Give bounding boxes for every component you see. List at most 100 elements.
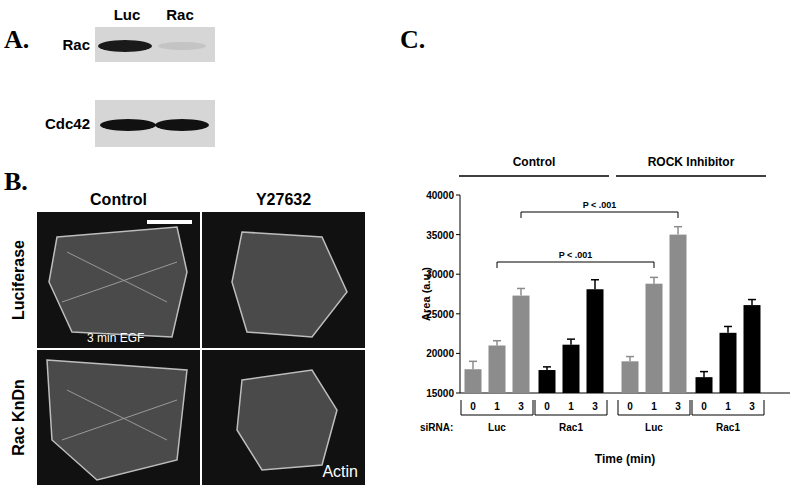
group-title: siRNA: [420, 422, 453, 433]
cell [232, 232, 347, 337]
significance-bracket [521, 212, 678, 218]
group-bracket [461, 400, 533, 415]
error-stem [520, 288, 522, 295]
bar [539, 370, 556, 393]
x-tick-label: 3 [518, 401, 524, 412]
y-tick [456, 274, 460, 275]
error-bar [650, 277, 658, 283]
cell [237, 370, 337, 470]
cell [49, 227, 187, 337]
error-bar [591, 280, 599, 290]
y-axis [460, 195, 461, 393]
lane-label: Luc [114, 6, 141, 23]
panel-label: B. [4, 167, 28, 196]
group-bracket [618, 400, 690, 415]
micrograph [37, 350, 200, 485]
group-label: Rac1 [559, 422, 583, 433]
error-cap [543, 366, 551, 368]
bar [744, 305, 761, 393]
x-tick-label: 1 [568, 401, 574, 412]
y-tick [456, 313, 460, 314]
x-axis-title: Time (min) [595, 452, 655, 466]
x-tick-label: 0 [627, 401, 633, 412]
row-label: Luciferase [10, 240, 27, 320]
error-bar [724, 326, 732, 332]
y-tick-label: 35000 [426, 230, 454, 241]
scale-bar [147, 220, 192, 224]
stress-fiber [67, 252, 167, 302]
x-tick-label: 3 [749, 401, 755, 412]
blot-band [100, 119, 156, 131]
error-cap [700, 371, 708, 373]
bar [696, 377, 713, 393]
error-bar [700, 372, 708, 378]
error-cap [674, 226, 682, 228]
blot-row-label: Cdc42 [45, 115, 90, 132]
blot-band [98, 40, 152, 52]
bar [489, 345, 506, 393]
row-label: Rac KnDn [10, 379, 27, 455]
error-stem [570, 339, 572, 345]
bar [646, 284, 663, 393]
bar [720, 333, 737, 393]
bar [563, 345, 580, 393]
micrograph [37, 212, 200, 348]
error-cap [626, 356, 634, 358]
significance-label: P < .001 [559, 250, 593, 260]
treatment-line [459, 175, 609, 177]
stress-fiber [67, 390, 167, 440]
x-tick-label: 0 [470, 401, 476, 412]
error-stem [677, 227, 679, 235]
error-bar [674, 227, 682, 235]
y-tick [456, 393, 460, 394]
error-stem [594, 280, 596, 290]
group-label: Luc [645, 422, 663, 433]
lane-label: Rac [166, 6, 194, 23]
error-cap [567, 338, 575, 340]
image-label: 3 min EGF [87, 331, 144, 345]
bar [513, 296, 530, 393]
error-bar [493, 341, 501, 346]
bar [465, 369, 482, 393]
panel-label: C. [400, 25, 425, 54]
y-tick [456, 234, 460, 235]
x-tick-label: 1 [725, 401, 731, 412]
treatment-label: ROCK Inhibitor [648, 155, 735, 169]
error-cap [724, 326, 732, 328]
significance-bracket [497, 262, 654, 268]
bar [587, 289, 604, 393]
stress-fiber [62, 262, 177, 302]
y-tick [456, 195, 460, 196]
cell [47, 360, 187, 480]
error-cap [748, 299, 756, 301]
micrograph [202, 350, 365, 485]
error-stem [472, 361, 474, 369]
treatment-label: Control [513, 155, 556, 169]
error-stem [727, 326, 729, 332]
micrograph [202, 212, 365, 348]
figure: A.LucRacRacCdc42B.ControlY27632Luciferas… [0, 0, 800, 485]
significance-label: P < .001 [583, 200, 617, 210]
error-bar [626, 357, 634, 362]
x-tick-label: 1 [651, 401, 657, 412]
error-cap [591, 279, 599, 281]
x-tick-label: 1 [494, 401, 500, 412]
error-stem [751, 300, 753, 306]
blot-strip [95, 27, 215, 62]
y-tick-label: 20000 [426, 348, 454, 359]
y-tick-label: 40000 [426, 190, 454, 201]
bar [670, 235, 687, 393]
column-header: Control [90, 191, 147, 208]
x-tick-label: 3 [592, 401, 598, 412]
y-tick [456, 353, 460, 354]
group-label: Rac1 [716, 422, 740, 433]
y-axis-title: Area (a.u.) [420, 267, 432, 321]
blot-strip [95, 100, 215, 147]
error-bar [469, 361, 477, 369]
blot-row-label: Rac [62, 36, 90, 53]
group-bracket [692, 400, 764, 415]
bars [465, 227, 761, 393]
group-bracket [535, 400, 607, 415]
error-cap [517, 288, 525, 290]
error-bar [543, 367, 551, 370]
